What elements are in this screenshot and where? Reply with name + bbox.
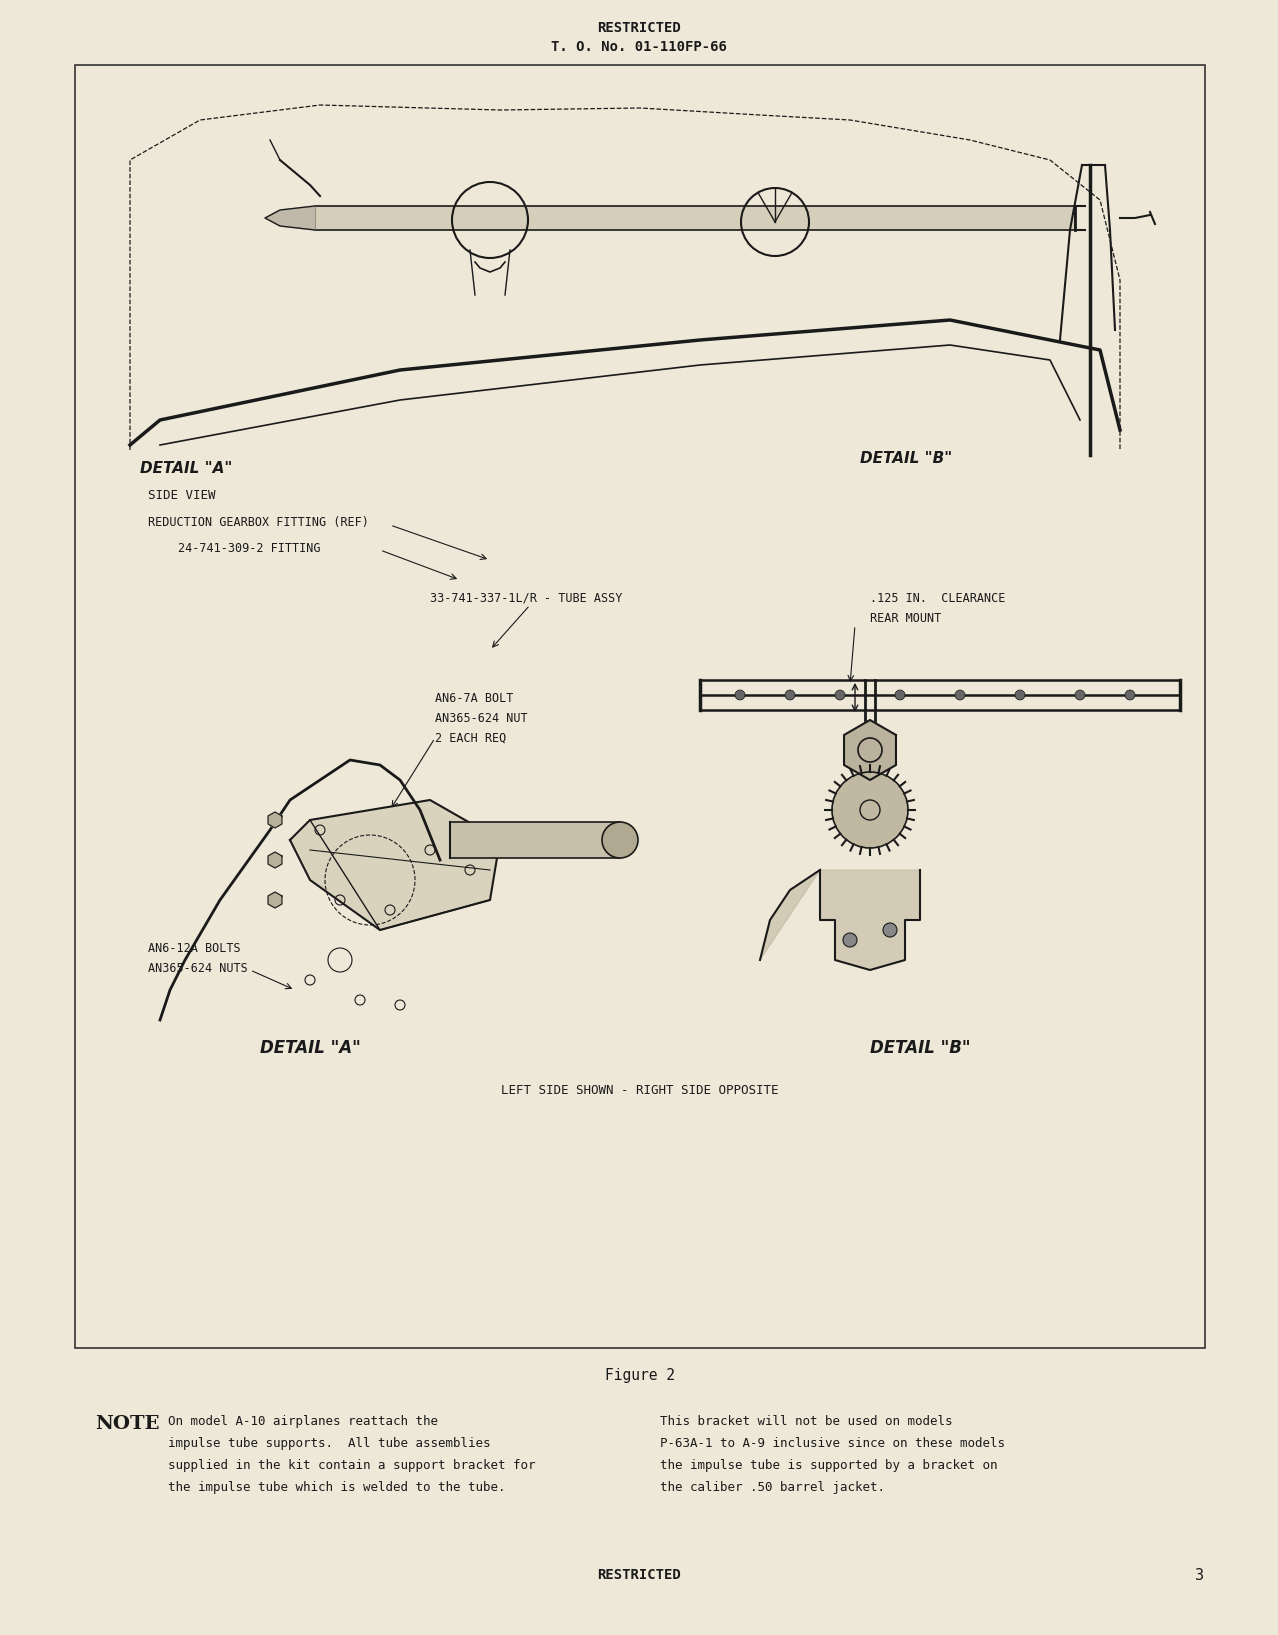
Text: impulse tube supports.  All tube assemblies: impulse tube supports. All tube assembli…	[167, 1437, 491, 1450]
Bar	[450, 822, 620, 858]
Circle shape	[883, 924, 897, 937]
Text: P-63A-1 to A-9 inclusive since on these models: P-63A-1 to A-9 inclusive since on these …	[659, 1437, 1005, 1450]
Polygon shape	[843, 719, 896, 780]
Polygon shape	[760, 870, 820, 960]
Text: the impulse tube is supported by a bracket on: the impulse tube is supported by a brack…	[659, 1458, 998, 1472]
Text: REAR MOUNT: REAR MOUNT	[870, 611, 942, 625]
Circle shape	[835, 690, 845, 700]
Polygon shape	[268, 813, 282, 827]
Text: 3: 3	[1195, 1568, 1205, 1583]
Text: REDUCTION GEARBOX FITTING (REF): REDUCTION GEARBOX FITTING (REF)	[148, 515, 369, 528]
Text: DETAIL "A": DETAIL "A"	[259, 1038, 360, 1056]
Text: RESTRICTED: RESTRICTED	[597, 1568, 681, 1583]
Text: AN365-624 NUTS: AN365-624 NUTS	[148, 961, 248, 974]
Text: DETAIL "B": DETAIL "B"	[860, 451, 952, 466]
Text: 24-741-309-2 FITTING: 24-741-309-2 FITTING	[178, 541, 321, 554]
Circle shape	[785, 690, 795, 700]
Circle shape	[735, 690, 745, 700]
Text: SIDE VIEW: SIDE VIEW	[148, 489, 216, 502]
Circle shape	[1075, 690, 1085, 700]
Circle shape	[1015, 690, 1025, 700]
Circle shape	[955, 690, 965, 700]
Polygon shape	[265, 206, 314, 231]
Circle shape	[843, 934, 858, 947]
Polygon shape	[820, 870, 920, 970]
Text: This bracket will not be used on models: This bracket will not be used on models	[659, 1414, 952, 1427]
Text: DETAIL "A": DETAIL "A"	[141, 461, 233, 476]
Polygon shape	[290, 800, 500, 930]
Text: .125 IN.  CLEARANCE: .125 IN. CLEARANCE	[870, 592, 1006, 605]
Text: NOTE: NOTE	[95, 1414, 160, 1432]
Circle shape	[602, 822, 638, 858]
Text: supplied in the kit contain a support bracket for: supplied in the kit contain a support br…	[167, 1458, 535, 1472]
Polygon shape	[268, 852, 282, 868]
Text: AN6-7A BOLT: AN6-7A BOLT	[435, 692, 514, 705]
Bar	[314, 206, 1075, 231]
Text: On model A-10 airplanes reattach the: On model A-10 airplanes reattach the	[167, 1414, 438, 1427]
Text: 2 EACH REQ: 2 EACH REQ	[435, 731, 506, 744]
Circle shape	[895, 690, 905, 700]
Text: RESTRICTED: RESTRICTED	[597, 21, 681, 34]
Text: the impulse tube which is welded to the tube.: the impulse tube which is welded to the …	[167, 1481, 506, 1494]
Text: AN365-624 NUT: AN365-624 NUT	[435, 711, 528, 724]
Text: AN6-12A BOLTS: AN6-12A BOLTS	[148, 942, 240, 955]
Polygon shape	[268, 893, 282, 907]
Text: the caliber .50 barrel jacket.: the caliber .50 barrel jacket.	[659, 1481, 884, 1494]
Text: DETAIL "B": DETAIL "B"	[870, 1038, 970, 1056]
Text: Figure 2: Figure 2	[604, 1367, 675, 1383]
Bar	[75, 65, 1205, 1347]
Text: 33-741-337-1L/R - TUBE ASSY: 33-741-337-1L/R - TUBE ASSY	[429, 592, 622, 605]
Circle shape	[832, 772, 907, 849]
Text: T. O. No. 01-110FP-66: T. O. No. 01-110FP-66	[551, 39, 727, 54]
Circle shape	[1125, 690, 1135, 700]
Text: LEFT SIDE SHOWN - RIGHT SIDE OPPOSITE: LEFT SIDE SHOWN - RIGHT SIDE OPPOSITE	[501, 1084, 778, 1097]
